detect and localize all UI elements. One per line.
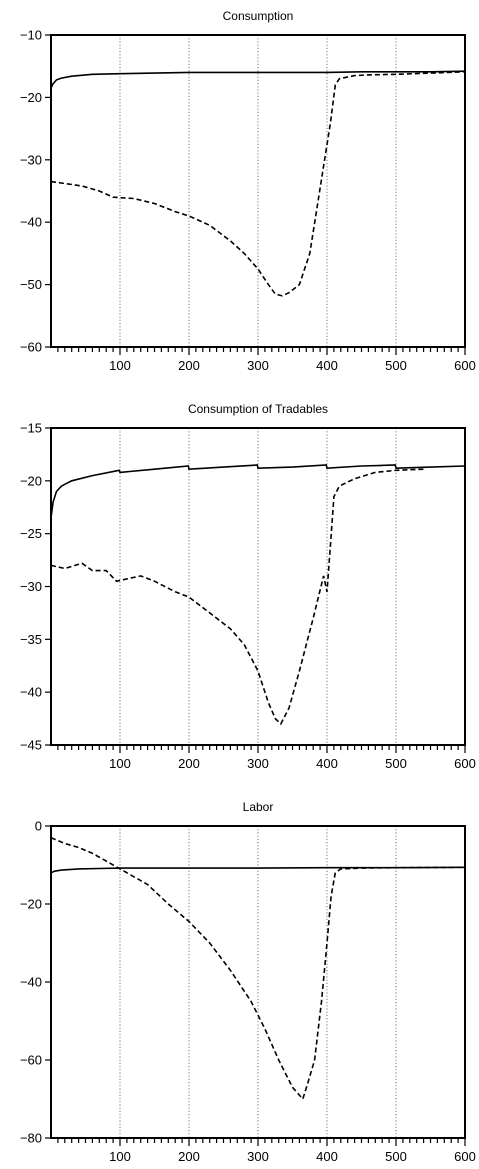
solid-series-line-3 — [50, 866, 466, 874]
x-tick-label-100: 100 — [109, 756, 131, 771]
y-tick-label--45: −45 — [20, 738, 42, 753]
y-tick-label--40: −40 — [20, 215, 42, 230]
chart-panel-2: Consumption of Tradables 100 200 300 400 500 6… — [20, 402, 476, 771]
x-tick-label-300: 300 — [247, 358, 269, 373]
y-tick-label--30: −30 — [20, 579, 42, 594]
y-tick-label--40: −40 — [20, 975, 42, 990]
y-tick-label-0: 0 — [35, 819, 42, 834]
y-tick-label--30: −30 — [20, 152, 42, 167]
chart-title: Consumption — [223, 9, 294, 23]
x-tick-label-300: 300 — [247, 1149, 269, 1164]
x-tick-label-100: 100 — [109, 1149, 131, 1164]
x-tick-label-400: 400 — [316, 358, 338, 373]
y-tick-label--35: −35 — [20, 632, 42, 647]
x-tick-label-600: 600 — [454, 756, 476, 771]
plot-frame — [50, 427, 466, 746]
y-tick-label--15: −15 — [20, 421, 42, 436]
y-tick-label--20: −20 — [20, 90, 42, 105]
y-tick-label--60: −60 — [20, 340, 42, 355]
solid-series-line-2 — [50, 464, 466, 518]
x-tick-label-200: 200 — [178, 756, 200, 771]
x-tick-label-500: 500 — [385, 756, 407, 771]
x-tick-label-300: 300 — [247, 756, 269, 771]
plot-frame — [50, 825, 466, 1139]
x-tick-label-200: 200 — [178, 1149, 200, 1164]
x-tick-label-600: 600 — [454, 358, 476, 373]
y-tick-label--80: −80 — [20, 1131, 42, 1146]
y-tick-label--20: −20 — [20, 473, 42, 488]
x-tick-label-400: 400 — [316, 756, 338, 771]
y-tick-label--10: −10 — [20, 28, 42, 43]
y-tick-label--25: −25 — [20, 526, 42, 541]
y-tick-label--20: −20 — [20, 897, 42, 912]
x-tick-label-100: 100 — [109, 358, 131, 373]
dashed-series-line-3 — [50, 836, 466, 1101]
chart-title: Consumption of Tradables — [188, 402, 328, 416]
x-tick-label-600: 600 — [454, 1149, 476, 1164]
solid-series-line-1 — [50, 70, 466, 89]
chart-panel-1: Consumption 100 200 300 400 500 600 −10 −20 −30 −4… — [20, 9, 476, 373]
y-tick-label--40: −40 — [20, 685, 42, 700]
chart-title: Labor — [243, 800, 274, 814]
y-tick-label--50: −50 — [20, 277, 42, 292]
x-tick-label-400: 400 — [316, 1149, 338, 1164]
x-tick-label-500: 500 — [385, 358, 407, 373]
dashed-series-line-2 — [50, 468, 424, 726]
dashed-series-line-1 — [50, 71, 466, 297]
chart-panel-3: Labor 100 200 300 400 500 600 0 −20 −40 −60 −80 — [20, 800, 476, 1164]
y-tick-label--60: −60 — [20, 1053, 42, 1068]
x-tick-label-200: 200 — [178, 358, 200, 373]
plot-frame — [50, 34, 466, 348]
x-tick-label-500: 500 — [385, 1149, 407, 1164]
